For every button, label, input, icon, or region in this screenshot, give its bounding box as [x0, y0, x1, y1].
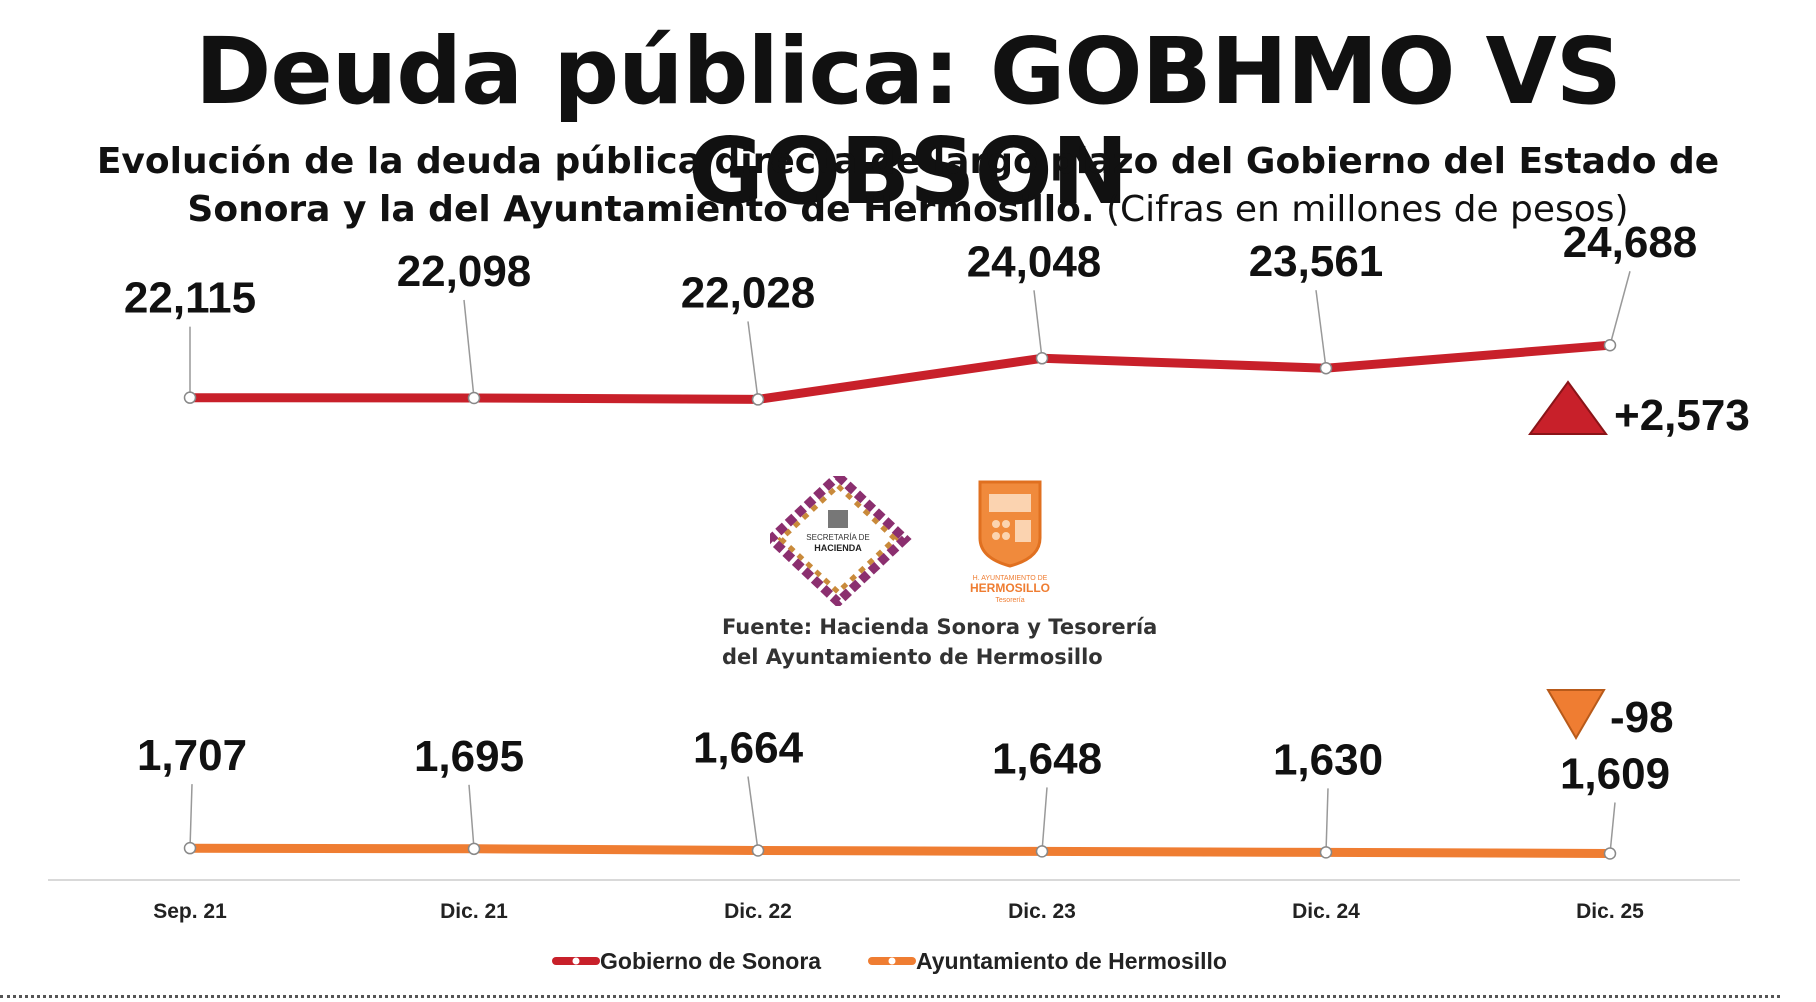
data-label: 1,630 [1273, 735, 1383, 784]
label-connector [1325, 788, 1329, 853]
x-tick-label: Dic. 22 [724, 900, 792, 923]
x-tick-label: Dic. 21 [440, 900, 508, 923]
hacienda-seal-icon [828, 510, 848, 528]
x-tick-label: Dic. 25 [1576, 900, 1644, 923]
series-line-sonora [185, 340, 1615, 404]
data-point [1035, 352, 1049, 365]
data-point [1319, 361, 1333, 375]
label-connector [189, 784, 193, 849]
subtitle-units: (Cifras en millones de pesos) [1094, 189, 1629, 230]
data-label: 1,695 [414, 732, 524, 781]
series-line-hermosillo [185, 843, 1615, 858]
label-connector [1041, 787, 1048, 852]
data-point [1603, 338, 1617, 352]
legend-swatch-dot [572, 957, 580, 965]
hermosillo-logo-text-1: H. AYUNTAMIENTO DE [973, 575, 1048, 582]
data-label: 23,561 [1249, 237, 1384, 286]
label-connector [463, 299, 475, 399]
legend-label: Gobierno de Sonora [600, 948, 821, 974]
data-label: 1,648 [992, 734, 1102, 783]
data-label: 1,664 [693, 724, 804, 773]
label-connector [1315, 290, 1327, 369]
data-label: 22,115 [124, 274, 256, 323]
label-connector [747, 321, 759, 400]
data-point [467, 391, 481, 405]
data-point [1603, 847, 1617, 860]
hermosillo-logo: H. AYUNTAMIENTO DE HERMOSILLO Tesorería [970, 480, 1050, 604]
legend-swatch-dot [888, 957, 896, 965]
hermosillo-change-label: -98 [1610, 693, 1674, 742]
data-point [1035, 845, 1049, 858]
hacienda-logo-text-2: HACIENDA [814, 543, 862, 553]
data-labels: 22,115 22,098 22,028 24,048 23,561 24,688 1,70… [124, 218, 1697, 798]
increase-triangle-icon [1528, 380, 1608, 435]
label-connector [1609, 802, 1616, 854]
label-connector [747, 776, 759, 851]
data-point [1319, 846, 1333, 859]
series-points [183, 338, 1617, 860]
hermosillo-logo-text-3: Tesorería [995, 597, 1024, 604]
data-point [751, 393, 765, 406]
data-label: 24,688 [1563, 218, 1698, 267]
decrease-triangle-icon [1546, 689, 1606, 740]
data-point [183, 391, 197, 404]
logos: SECRETARÍA DE HACIENDA H. AYUNTAMIENTO D… [770, 476, 1050, 606]
x-tick-label: Dic. 23 [1008, 900, 1076, 923]
data-point [183, 841, 197, 855]
hermosillo-logo-text-2: HERMOSILLO [970, 581, 1050, 595]
data-point [467, 842, 481, 856]
subtitle-main: Evolución de la deuda pública directa de… [96, 141, 1720, 230]
label-connectors [189, 271, 1631, 854]
source-note: Fuente: Hacienda Sonora y Tesorería del … [722, 615, 1158, 669]
series-lines [185, 340, 1615, 858]
chart-title: Deuda pública: GOBHMO VS GOBSON [194, 18, 1622, 225]
data-label: 1,609 [1560, 750, 1670, 799]
sonora-change-label: +2,573 [1614, 391, 1750, 440]
x-axis-tick-labels: Sep. 21 Dic. 21 Dic. 22 Dic. 23 Dic. 24 Dic. … [153, 900, 1644, 923]
data-label: 24,048 [967, 237, 1102, 286]
data-label: 22,098 [397, 247, 532, 296]
change-indicators: +2,573 -98 [1528, 380, 1750, 742]
legend: Gobierno de Sonora Ayuntamiento de Hermos… [552, 948, 1227, 974]
x-tick-label: Dic. 24 [1292, 900, 1360, 923]
data-label: 1,707 [137, 731, 247, 780]
label-connector [468, 784, 475, 849]
bottom-dotted-divider [0, 995, 1780, 998]
data-label: 22,028 [681, 268, 816, 317]
label-connector [1033, 290, 1043, 359]
chart-subtitle: Evolución de la deuda pública directa de… [60, 138, 1756, 234]
data-point [751, 844, 765, 857]
label-connector [1609, 271, 1631, 346]
hacienda-logo-text-1: SECRETARÍA DE [806, 533, 869, 542]
legend-label: Ayuntamiento de Hermosillo [916, 948, 1227, 974]
x-tick-label: Sep. 21 [153, 900, 227, 923]
hacienda-logo: SECRETARÍA DE HACIENDA [770, 476, 912, 606]
